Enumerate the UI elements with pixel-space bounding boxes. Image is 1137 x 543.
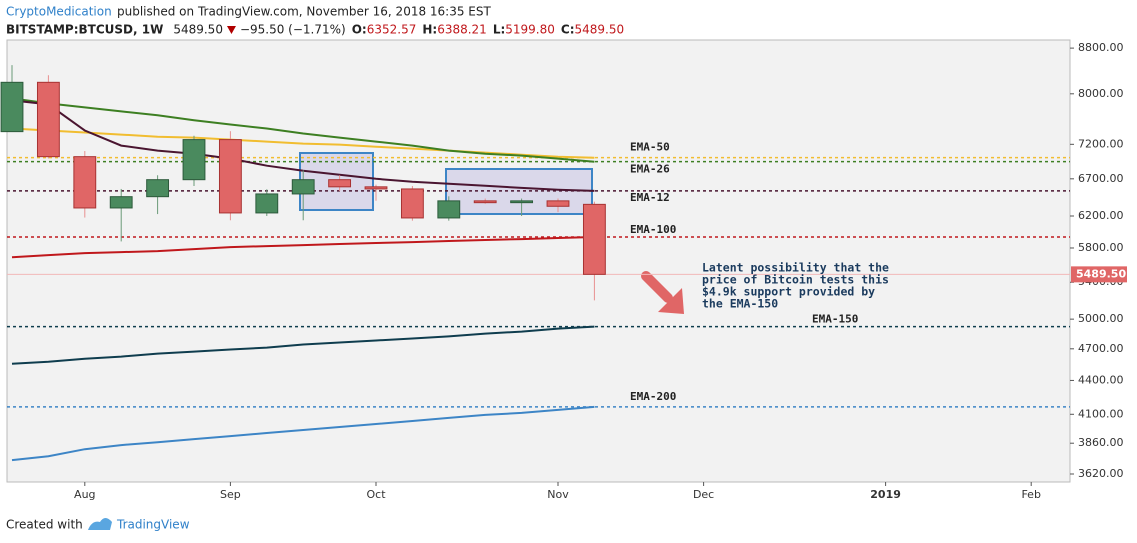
ohlc-label: O: [352, 23, 367, 37]
down-triangle [226, 26, 236, 34]
x-tick-label: 2019 [870, 488, 901, 501]
ema-label: EMA-150 [812, 313, 858, 326]
ema-line [11, 236, 595, 259]
y-tick-label: 6200.00 [1078, 209, 1124, 222]
x-tick-label: Oct [366, 488, 386, 501]
ema-label: EMA-50 [630, 141, 670, 154]
y-tick-label: 3620.00 [1078, 467, 1124, 480]
ohlc-label: C: [561, 23, 575, 37]
ohlc-value: 5199.80 [505, 23, 555, 37]
y-tick-label: 4700.00 [1078, 342, 1124, 355]
symbol: BITSTAMP:BTCUSD, 1W [6, 23, 163, 37]
plot-frame [6, 39, 1071, 483]
ohlc-value: 6352.57 [367, 23, 417, 37]
last-price-badge [1071, 266, 1127, 283]
y-tick-label: 4400.00 [1078, 373, 1124, 386]
ema-line [11, 325, 595, 365]
arrow [641, 271, 684, 314]
x-tick-label: Nov [547, 488, 569, 501]
logo [88, 518, 112, 530]
ohlc-value: 6388.21 [437, 23, 487, 37]
annotation-line: price of Bitcoin tests this [702, 273, 889, 287]
y-tick-label: 3860.00 [1078, 436, 1124, 449]
candle-body [510, 200, 534, 204]
ema-label: EMA-200 [630, 390, 676, 403]
candle-body [437, 200, 461, 219]
y-tick-label: 5000.00 [1078, 312, 1124, 325]
ema-label: EMA-26 [630, 163, 670, 176]
candle-body [36, 81, 60, 158]
y-tick-label: 7200.00 [1078, 137, 1124, 150]
y-tick-label: 8800.00 [1078, 41, 1124, 54]
plot-background [7, 40, 1070, 482]
candle-body [364, 186, 388, 190]
candle-body [0, 81, 24, 133]
annotation-line: $4.9k support provided by [702, 285, 875, 299]
y-tick-label: 4100.00 [1078, 407, 1124, 420]
candle-body [146, 179, 170, 198]
candle-body [218, 139, 242, 214]
ema-line [11, 127, 595, 159]
logo-cloud [88, 518, 112, 530]
y-tick-label: 5800.00 [1078, 241, 1124, 254]
arrow-shaft [641, 271, 673, 303]
candle-body [328, 179, 352, 188]
candle-body [546, 200, 570, 207]
y-tick-label: 8000.00 [1078, 87, 1124, 100]
x-tick-label: Sep [220, 488, 241, 501]
candle-body [291, 179, 315, 195]
ema-label: EMA-12 [630, 191, 670, 204]
created-with: Created with [6, 518, 83, 532]
brand[interactable]: TradingView [116, 518, 190, 532]
x-tick-label: Aug [74, 488, 95, 501]
last-price: 5489.50 [173, 23, 223, 37]
candle-body [255, 193, 279, 214]
y-tick-label: 6700.00 [1078, 172, 1124, 185]
candle-body [73, 156, 97, 209]
annotation-line: Latent possibility that the [702, 261, 889, 275]
price-change: −95.50 (−1.71%) [240, 23, 346, 37]
x-tick-label: Feb [1021, 488, 1040, 501]
x-tick-label: Dec [693, 488, 714, 501]
candle-body [582, 203, 606, 275]
ohlc-label: H: [422, 23, 437, 37]
ema-line [11, 97, 595, 163]
arrow-head [658, 288, 684, 314]
candle-body [109, 196, 133, 209]
candle-body [473, 200, 497, 204]
ohlc-value: 5489.50 [575, 23, 625, 37]
author[interactable]: CryptoMedication [6, 5, 112, 19]
ema-line [11, 405, 595, 462]
annotation-line: the EMA-150 [702, 297, 778, 311]
ohlc-label: L: [493, 23, 505, 37]
published: published on TradingView.com, November 1… [117, 5, 492, 19]
ema-label: EMA-100 [630, 223, 676, 236]
candle-body [182, 139, 206, 181]
candle-body [400, 188, 424, 219]
last-price-badge-label: 5489.50 [1076, 267, 1126, 280]
